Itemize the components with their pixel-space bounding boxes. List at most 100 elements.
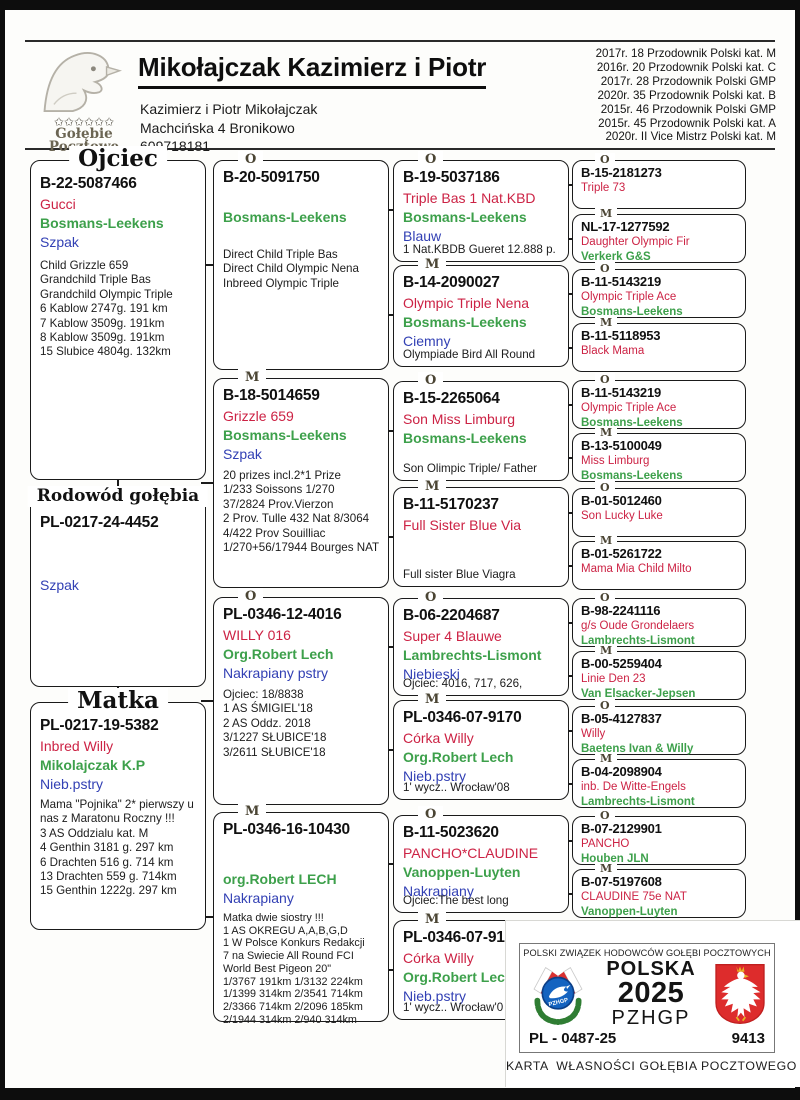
- sex-tag: O: [238, 588, 264, 606]
- results-info: Child Grizzle 659 Grandchild Triple Bas …: [40, 259, 173, 359]
- pigeon-name: Olympic Triple Ace: [581, 402, 677, 414]
- sex-tag: O: [595, 153, 615, 167]
- father-box: Ojciec B-22-5087466 Gucci Bosmans-Leeken…: [30, 146, 206, 480]
- feather-color: Blauw: [403, 228, 442, 244]
- breeder-name: Bosmans-Leekens: [223, 427, 347, 443]
- sex-tag: O: [418, 151, 444, 169]
- pigeon-name: Son Miss Limburg: [403, 411, 516, 427]
- pedigree-box-g3-2: M B-14-2090027 Olympic Triple Nena Bosma…: [393, 256, 569, 367]
- breeder-name: Vanoppen-Luyten: [403, 864, 521, 880]
- pedigree-box-g2-4: M PL-0346-16-10430 org.Robert LECH Nakra…: [213, 803, 389, 1026]
- ring-number: B-07-5197608: [581, 874, 662, 889]
- pigeon-name: CLAUDINE 75e NAT: [581, 891, 687, 903]
- pigeon-name: Gucci: [40, 196, 76, 212]
- pedigree-box-g4-6: M B-13-5100049 Miss Limburg Bosmans-Leek…: [572, 426, 746, 482]
- ring-number: PL-0346-07-9170: [403, 709, 522, 726]
- frame-right: [795, 0, 800, 1100]
- spacer-line: [40, 553, 198, 572]
- pedigree-box-g4-4: M B-11-5118953 Black Mama: [572, 316, 746, 372]
- pedigree-box-g3-3: O B-15-2265064 Son Miss Limburg Bosmans-…: [393, 372, 569, 481]
- breeder-name: Bosmans-Leekens: [403, 209, 527, 225]
- ring-number: B-00-5259404: [581, 656, 662, 671]
- feather-color: Ciemny: [403, 333, 451, 349]
- stamp-serial: 9413: [731, 1030, 765, 1047]
- sex-tag: O: [595, 373, 615, 387]
- feather-color: Nakrapiany pstry: [223, 665, 329, 681]
- sex-tag: M: [418, 911, 447, 929]
- sex-tag: O: [595, 262, 615, 276]
- stamp-ring-code: PL - 0487-25: [529, 1030, 617, 1047]
- pzhgp-logo-icon: PZHGP: [533, 967, 583, 1025]
- pedigree-box-g4-5: O B-11-5143219 Olympic Triple Ace Bosman…: [572, 373, 746, 429]
- ring-number: B-15-2265064: [403, 390, 500, 407]
- breeder-name: Bosmans-Leekens: [40, 215, 164, 231]
- subject-label: Rodowód gołębia: [27, 486, 209, 507]
- breeder-name: Bosmans-Leekens: [581, 470, 683, 482]
- breeder-name: Bosmans-Leekens: [581, 306, 683, 318]
- ring-number: B-15-2181273: [581, 165, 662, 180]
- stamp-year: 2025: [617, 977, 685, 1009]
- frame-top: [0, 0, 800, 10]
- mother-box: Matka PL-0217-19-5382 Inbred Willy Mikol…: [30, 688, 206, 930]
- pedigree-box-g4-3: O B-11-5143219 Olympic Triple Ace Bosman…: [572, 262, 746, 318]
- ring-number: B-20-5091750: [223, 169, 320, 186]
- ring-number: PL-0346-12-4016: [223, 606, 342, 623]
- pigeon-name: Mama Mia Child Milto: [581, 563, 692, 575]
- pedigree-box-g3-5: O B-06-2204687 Super 4 Blauwe Lambrechts…: [393, 589, 569, 696]
- sex-tag: O: [595, 699, 615, 713]
- sex-tag: M: [418, 478, 447, 496]
- header-top-rule: [25, 40, 775, 42]
- ring-number: B-04-2098904: [581, 764, 662, 779]
- ring-number: B-11-5023620: [403, 824, 499, 841]
- father-label: Ojciec: [69, 146, 167, 172]
- pigeon-name: Willy: [581, 728, 606, 740]
- sex-tag: O: [595, 591, 615, 605]
- pedigree-box-g4-10: M B-00-5259404 Linie Den 23 Van Elsacker…: [572, 644, 746, 700]
- achievements-list: 2017r. 18 Przodownik Polski kat. M 2016r…: [595, 47, 776, 144]
- feather-color: Szpak: [223, 446, 262, 462]
- breeder-name: Bosmans-Leekens: [403, 314, 527, 330]
- sex-tag: O: [418, 372, 444, 390]
- feather-color: Nakrapiany: [223, 890, 294, 906]
- pedigree-box-g4-2: M NL-17-1277592 Daughter Olympic Fir Ver…: [572, 207, 746, 263]
- spacer-line: [223, 841, 381, 860]
- pedigree-box-g2-2: M B-18-5014659 Grizzle 659 Bosmans-Leeke…: [213, 369, 389, 588]
- ring-number: PL-0346-07-91: [403, 929, 505, 946]
- breeder-name: Lambrechts-Lismont: [403, 647, 542, 663]
- pigeon-name: Olympic Triple Ace: [581, 291, 677, 303]
- pigeon-head-icon: [43, 52, 123, 112]
- breeder-name: Org.Robert Lech: [223, 646, 334, 662]
- sex-tag: O: [595, 481, 615, 495]
- pigeon-name: g/s Oude Grondelaers: [581, 620, 695, 632]
- stamp-country: POLSKA: [606, 958, 696, 980]
- pedigree-box-g3-7: O B-11-5023620 PANCHO*CLAUDINE Vanoppen-…: [393, 806, 569, 913]
- ring-number: B-11-5143219: [581, 274, 661, 289]
- sex-tag: M: [595, 534, 618, 548]
- feather-color: Nakrapiany: [403, 883, 474, 899]
- ring-number: B-05-4127837: [581, 711, 662, 726]
- pedigree-box-g4-12: M B-04-2098904 inb. De Witte-Engels Lamb…: [572, 752, 746, 808]
- spacer-line: [40, 534, 198, 553]
- sex-tag: O: [418, 806, 444, 824]
- pedigree-box-g3-4: M B-11-5170237 Full Sister Blue Via Full…: [393, 478, 569, 587]
- header-bottom-rule: [25, 148, 775, 150]
- ring-number: B-11-5170237: [403, 496, 499, 513]
- breeder-name: Mikolajczak K.P: [40, 757, 146, 773]
- breeder-name: Verkerk G&S: [581, 251, 651, 263]
- frame-bottom: [0, 1088, 800, 1100]
- sex-tag: M: [595, 207, 618, 221]
- stamp-org: PZHGP: [611, 1007, 691, 1029]
- ring-number: B-01-5012460: [581, 493, 662, 508]
- loft-logo: ✩✩✩✩✩✩ Gołębie Pocztowe: [32, 50, 136, 154]
- federation-name: POLSKI ZWIĄZEK HODOWCÓW GOŁĘBI POCZTOWYC…: [523, 948, 771, 958]
- pedigree-box-g2-1: O B-20-5091750 Bosmans-Leekens Direct Ch…: [213, 151, 389, 370]
- sex-tag: M: [595, 426, 618, 440]
- results-info: Son Olimpic Triple/ Father: [403, 462, 538, 475]
- sex-tag: M: [595, 644, 618, 658]
- breeder-name: Org.Robert Lec: [403, 969, 505, 985]
- spacer-line: [223, 189, 381, 208]
- results-info: Matka dwie siostry !!! 1 AS OKREGU A,A,B…: [223, 912, 365, 1026]
- results-info: Mama "Pojnika" 2* pierwszy u nas z Marat…: [40, 798, 194, 898]
- ring-number: B-11-5118953: [581, 328, 661, 343]
- ownership-caption: KARTA WŁASNOŚCI GOŁĘBIA POCZTOWEGO: [506, 1059, 797, 1073]
